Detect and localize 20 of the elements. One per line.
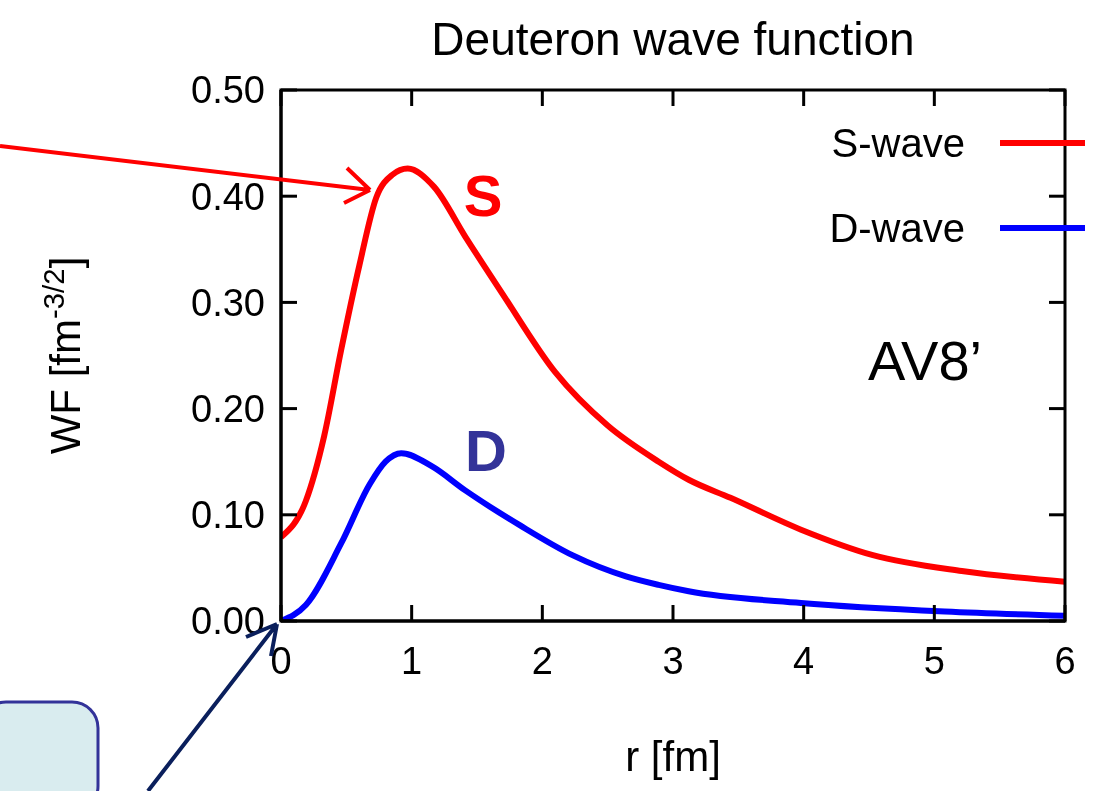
annotation: AV8’	[867, 328, 983, 392]
x-tick-label: 5	[923, 639, 945, 682]
chart-title: Deuteron wave function	[431, 13, 915, 65]
x-tick-label: 2	[531, 639, 553, 682]
x-tick-label: 4	[793, 639, 815, 682]
y-tick-label: 0.50	[191, 69, 265, 112]
x-tick-label: 3	[662, 639, 684, 682]
y-tick-label: 0.00	[191, 600, 265, 643]
annotation: D	[465, 417, 507, 483]
y-tick-label: 0.10	[191, 494, 265, 537]
y-tick-label: 0.30	[191, 281, 265, 324]
x-axis-title: r [fm]	[625, 733, 721, 780]
y-tick-label: 0.20	[191, 388, 265, 431]
y-tick-label: 0.40	[191, 175, 265, 218]
annotation: S	[463, 162, 503, 228]
x-tick-label: 0	[270, 639, 292, 682]
x-tick-label: 6	[1054, 639, 1076, 682]
x-tick-label: 1	[401, 639, 423, 682]
legend-label: D-wave	[829, 206, 965, 250]
legend-label: S-wave	[831, 121, 965, 165]
